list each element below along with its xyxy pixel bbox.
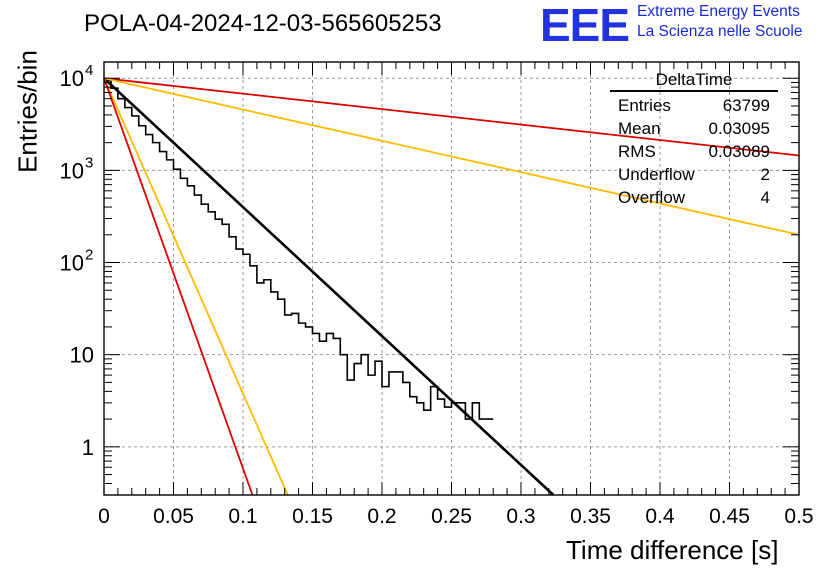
- fit-line: [103, 77, 800, 236]
- stats-row-overflow: Overflow 4: [610, 186, 778, 209]
- fit-line: [103, 77, 289, 496]
- histogram: [104, 79, 494, 420]
- y-tick-label: 10: [60, 251, 84, 276]
- x-tick-label: 0.35: [570, 505, 611, 528]
- stats-label: Entries: [618, 96, 671, 115]
- stats-value: 2: [760, 165, 770, 184]
- fit-line: [103, 77, 800, 157]
- fit-line: [103, 77, 254, 496]
- fit-curves: [103, 77, 800, 496]
- stats-value: 4: [760, 188, 770, 207]
- plot-title: POLA-04-2024-12-03-565605253: [84, 10, 442, 37]
- y-tick-label: 10: [60, 158, 84, 183]
- fit-line: [103, 77, 555, 496]
- x-tick-label: 0.2: [367, 505, 396, 528]
- y-tick-exponent: 3: [85, 154, 93, 171]
- x-axis-label: Time difference [s]: [566, 535, 779, 565]
- y-tick-label: 1: [82, 435, 94, 460]
- y-tick-exponent: 4: [85, 62, 93, 79]
- stats-row-rms: RMS 0.03089: [610, 140, 778, 163]
- stats-label: Mean: [618, 119, 661, 138]
- axes: [103, 61, 800, 496]
- y-tick-label: 10: [70, 343, 94, 368]
- stats-label: Underflow: [618, 165, 695, 184]
- stats-row-entries: Entries 63799: [610, 94, 778, 117]
- logo-line-2: La Scienza nelle Scuole: [637, 23, 803, 40]
- stats-label: Overflow: [618, 188, 686, 207]
- grid-lines: [104, 62, 799, 495]
- stats-row-underflow: Underflow 2: [610, 163, 778, 186]
- stats-value: 63799: [722, 96, 770, 115]
- x-tick-label: 0.45: [709, 505, 750, 528]
- y-tick-exponent: 2: [85, 247, 93, 264]
- histogram-bins: [104, 79, 494, 420]
- x-tick-label: 0.25: [431, 505, 472, 528]
- x-tick-label: 0.1: [228, 505, 257, 528]
- logo-line-1: Extreme Energy Events: [637, 3, 800, 20]
- stats-value: 0.03095: [708, 119, 770, 138]
- x-tick-label: 0.15: [292, 505, 333, 528]
- x-tick-label: 0.4: [645, 505, 675, 528]
- x-tick-label: 0: [98, 505, 110, 528]
- stats-value: 0.03089: [708, 142, 770, 161]
- stats-label: RMS: [618, 142, 656, 161]
- x-tick-label: 0.05: [153, 505, 194, 528]
- x-tick-labels: 0 0.05 0.1 0.15 0.2 0.25 0.3 0.35 0.4 0.45 0.5: [98, 505, 813, 528]
- x-tick-label: 0.3: [506, 505, 535, 528]
- stats-title: DeltaTime: [610, 70, 778, 92]
- y-axis-label: Entries/bin: [12, 50, 43, 173]
- stats-row-mean: Mean 0.03095: [610, 117, 778, 140]
- x-tick-label: 0.5: [784, 505, 813, 528]
- eee-logo: EEE: [540, 0, 630, 51]
- y-tick-label: 10: [60, 66, 84, 91]
- stats-box: DeltaTime Entries 63799 Mean 0.03095 RMS…: [610, 70, 778, 209]
